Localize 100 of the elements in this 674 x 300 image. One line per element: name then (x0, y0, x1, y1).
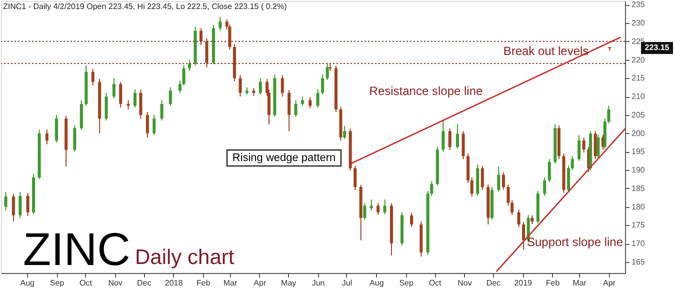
y-tick-label: 175 (632, 220, 646, 230)
candlestick (160, 100, 164, 121)
candlestick (112, 78, 116, 99)
candlestick (510, 200, 514, 216)
candlestick (383, 198, 386, 215)
x-tick-label: Nov (108, 278, 123, 288)
annotation: Break out levels (503, 44, 589, 58)
candlestick (442, 119, 445, 152)
candlestick (4, 192, 8, 212)
candlestick (578, 134, 581, 162)
x-tick-label: Sep (399, 278, 414, 288)
candlestick (104, 92, 108, 121)
y-tick-label: 170 (632, 239, 646, 248)
candlestick (126, 100, 130, 110)
candlestick (480, 165, 484, 190)
candlestick (300, 96, 304, 106)
y-tick-label: 230 (632, 18, 646, 28)
x-tick-label: 2018 (164, 278, 184, 288)
x-tick-label: Apr (603, 278, 616, 288)
text: Daily chart (135, 246, 234, 269)
candlestick (119, 81, 122, 108)
candlestick (205, 38, 208, 68)
candlestick (502, 172, 505, 190)
candlestick (238, 74, 242, 98)
candlestick (548, 158, 551, 183)
x-tick-label: Feb (196, 278, 211, 288)
candlestick (567, 165, 570, 193)
candlestick (139, 89, 142, 120)
x-tick-label: Apr (254, 278, 266, 288)
y-tick-label: 205 (632, 110, 646, 120)
candlestick (182, 64, 186, 86)
x-tick-label: Jul (342, 278, 352, 288)
candlestick (288, 89, 291, 132)
candlestick (410, 212, 414, 228)
x-tick-label: Sep (50, 278, 65, 288)
candlestick (596, 134, 600, 158)
x-tick-label: May (281, 278, 296, 288)
candlestick (376, 202, 380, 216)
x-tick-label: Dec (486, 278, 501, 288)
candlestick (326, 62, 329, 81)
y-tick-label: 190 (632, 166, 646, 175)
candlestick (18, 192, 22, 218)
candlestick (133, 88, 136, 108)
candlestick (152, 114, 156, 136)
candlestick (456, 124, 460, 150)
candlestick (462, 130, 465, 160)
annotation: ZINC1 - Daily 4/2/2019 Open 223.45, Hi 223.45, Lo 222.5, Close 223.15 ( 0.2%) (3, 2, 288, 11)
candlestick (178, 80, 182, 94)
x-tick-label: Aug (370, 278, 384, 288)
candlestick (470, 176, 474, 198)
candlestick (316, 88, 320, 108)
candlestick (570, 156, 574, 171)
candlestick (543, 176, 546, 196)
candlestick (517, 209, 520, 228)
candlestick (343, 125, 346, 140)
candlestick (506, 184, 510, 206)
y-tick-label: 215 (632, 74, 646, 83)
x-tick-label: 2019 (514, 278, 533, 288)
x-tick-label: Oct (428, 278, 442, 288)
candlestick (218, 16, 222, 31)
annotation: Support slope line (526, 235, 624, 249)
candlestick (363, 202, 366, 220)
candlestick (294, 100, 298, 118)
y-tick-label: 180 (632, 202, 646, 212)
y-tick-label: 165 (632, 257, 646, 266)
candlestick (200, 28, 203, 46)
y-tick-label: 185 (632, 184, 646, 193)
candlestick (258, 78, 262, 96)
candlestick (497, 166, 500, 193)
candlestick (448, 128, 452, 150)
text: ZINC (23, 223, 130, 275)
y-tick-label: 235 (632, 0, 646, 10)
candlestick (280, 74, 284, 98)
candlestick (146, 112, 149, 138)
candlestick (12, 193, 15, 222)
x-tick-label: Mar (572, 278, 587, 288)
x-tick-label: Feb (546, 278, 560, 288)
candlestick (55, 114, 58, 144)
x-tick-label: Aug (20, 278, 34, 288)
y-tick-label: 220 (632, 55, 646, 64)
candlestick (91, 68, 94, 86)
candlestick (321, 74, 324, 96)
candlestick (308, 96, 312, 109)
x-tick-label: Oct (79, 278, 93, 288)
candlestick (370, 198, 373, 212)
candlestick (45, 129, 48, 145)
candlestick (26, 192, 30, 217)
x-tick-label: Jun (312, 278, 325, 288)
candlestick (582, 137, 586, 153)
annotation: Resistance slope line (369, 84, 484, 98)
x-tick-label: Nov (458, 278, 472, 288)
y-tick-label: 210 (632, 92, 646, 102)
candlestick (73, 124, 76, 152)
candlestick (354, 165, 357, 190)
x-tick-label: Mar (223, 278, 238, 288)
y-tick-label: 200 (632, 128, 646, 138)
text: 223.15 (644, 43, 670, 52)
candlestick (188, 59, 192, 72)
y-tick-label: 195 (632, 147, 646, 156)
annotation: Rising wedge pattern (232, 152, 336, 164)
